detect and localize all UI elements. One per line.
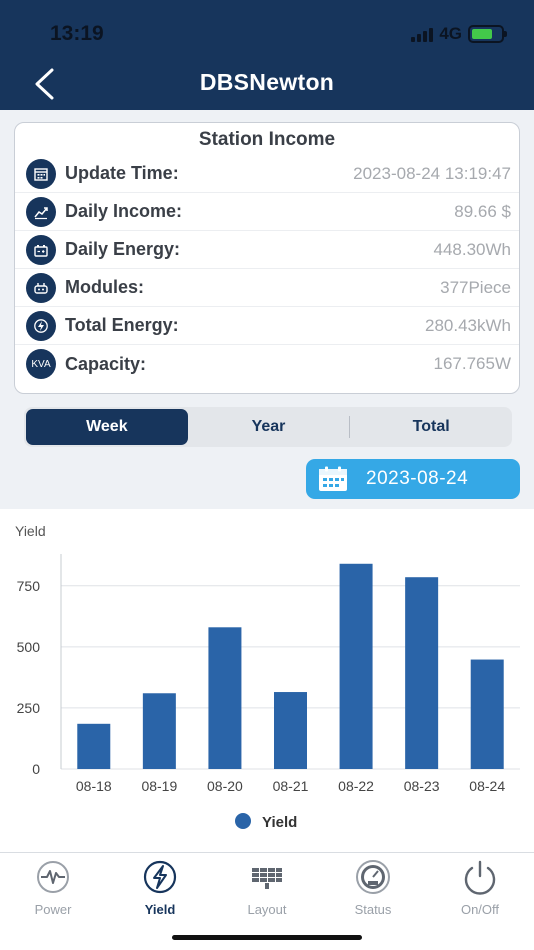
chevron-left-icon bbox=[35, 68, 54, 100]
x-tick-label: 08-23 bbox=[404, 778, 440, 794]
tab-label: Power bbox=[34, 902, 72, 917]
x-tick-label: 08-19 bbox=[141, 778, 177, 794]
info-row-daily-energy: Daily Energy: 448.30Wh bbox=[15, 231, 519, 269]
info-row-update-time: Update Time: 2023-08-24 13:19:47 bbox=[15, 155, 519, 193]
y-tick-label: 250 bbox=[17, 700, 41, 716]
tab-label: Layout bbox=[247, 902, 287, 917]
info-row-modules: Modules: 377Piece bbox=[15, 269, 519, 307]
card-title: Station Income bbox=[198, 129, 336, 150]
y-tick-label: 500 bbox=[17, 639, 41, 655]
status-icon bbox=[356, 860, 390, 894]
tab-power[interactable]: Power bbox=[3, 859, 103, 917]
x-tick-label: 08-20 bbox=[207, 778, 243, 794]
power-icon bbox=[37, 861, 69, 893]
kva-icon-text: KVA bbox=[31, 358, 51, 370]
tab-week[interactable]: Week bbox=[26, 409, 188, 445]
kva-icon: KVA bbox=[26, 349, 56, 379]
x-tick-label: 08-24 bbox=[469, 778, 505, 794]
period-selector: Week Year Total bbox=[24, 407, 512, 447]
bottom-tab-bar: Power Yield Layout Status bbox=[0, 852, 534, 950]
status-indicators: 4G bbox=[411, 24, 507, 44]
info-row-total-energy: Total Energy: 280.43kWh bbox=[15, 307, 519, 345]
income-chart-icon bbox=[26, 196, 56, 227]
y-tick-label: 750 bbox=[17, 578, 41, 594]
status-time: 13:19 bbox=[50, 22, 104, 45]
info-value: 167.765W bbox=[433, 354, 512, 373]
legend-label: Yield bbox=[262, 814, 297, 831]
module-icon bbox=[26, 272, 56, 303]
bar bbox=[77, 723, 111, 769]
home-indicator bbox=[172, 935, 362, 940]
tab-label: On/Off bbox=[460, 902, 500, 917]
station-income-card: Station Income Update Time: 2023-08-24 1… bbox=[14, 122, 520, 394]
bar bbox=[339, 563, 373, 769]
tab-yield[interactable]: Yield bbox=[110, 859, 210, 917]
info-value: 377Piece bbox=[440, 277, 511, 297]
info-value: 89.66 $ bbox=[454, 201, 511, 221]
calendar-icon bbox=[26, 158, 56, 189]
yield-chart: Yield 0 250 500 750 08-18 08-19 08-20 08-21 08-22… bbox=[0, 509, 534, 852]
onoff-icon bbox=[464, 860, 496, 895]
info-row-capacity: KVA Capacity: 167.765W bbox=[15, 345, 519, 383]
layout-icon bbox=[252, 868, 282, 889]
calendar-icon bbox=[319, 466, 347, 491]
bar bbox=[274, 692, 307, 769]
tab-layout[interactable]: Layout bbox=[217, 859, 317, 917]
x-tick-label: 08-18 bbox=[76, 778, 112, 794]
info-label: Update Time: bbox=[65, 163, 179, 183]
battery-icon bbox=[26, 234, 56, 265]
bar bbox=[405, 577, 439, 769]
x-tick-label: 08-21 bbox=[273, 778, 309, 794]
tab-label: Yield bbox=[144, 902, 176, 917]
segment-divider bbox=[349, 416, 351, 438]
info-label: Daily Income: bbox=[65, 201, 183, 221]
bar bbox=[208, 627, 242, 769]
info-row-daily-income: Daily Income: 89.66 $ bbox=[15, 193, 519, 231]
y-axis-label: Yield bbox=[15, 523, 46, 539]
bar bbox=[142, 693, 176, 769]
date-picker-button[interactable]: 2023-08-24 bbox=[306, 459, 520, 499]
x-tick-label: 08-22 bbox=[338, 778, 374, 794]
info-value: 448.30Wh bbox=[433, 239, 512, 259]
selected-date: 2023-08-24 bbox=[366, 468, 469, 489]
battery-icon bbox=[468, 25, 507, 43]
header: 13:19 4G DBSNewton bbox=[0, 0, 534, 110]
y-tick-label: 0 bbox=[32, 761, 40, 777]
legend-marker bbox=[235, 813, 251, 829]
back-button[interactable] bbox=[24, 62, 64, 106]
info-value: 2023-08-24 13:19:47 bbox=[353, 163, 511, 183]
tab-year[interactable]: Year bbox=[251, 418, 286, 435]
info-label: Daily Energy: bbox=[65, 239, 181, 259]
yield-icon bbox=[143, 860, 177, 894]
bolt-icon bbox=[26, 310, 56, 341]
network-type: 4G bbox=[439, 24, 462, 43]
info-label: Total Energy: bbox=[65, 315, 179, 335]
tab-status[interactable]: Status bbox=[323, 859, 423, 917]
tab-total[interactable]: Total bbox=[412, 418, 450, 435]
tab-onoff[interactable]: On/Off bbox=[430, 859, 530, 917]
yield-bar-chart: Yield 0 250 500 750 08-18 08-19 08-20 08-21 08-22… bbox=[15, 523, 520, 831]
info-label: Capacity: bbox=[65, 353, 147, 374]
signal-icon bbox=[411, 26, 434, 42]
tab-label: Status bbox=[354, 902, 392, 917]
page-title: DBSNewton bbox=[199, 69, 335, 95]
bar bbox=[470, 659, 504, 769]
info-label: Modules: bbox=[65, 277, 144, 297]
info-value: 280.43kWh bbox=[425, 315, 511, 335]
